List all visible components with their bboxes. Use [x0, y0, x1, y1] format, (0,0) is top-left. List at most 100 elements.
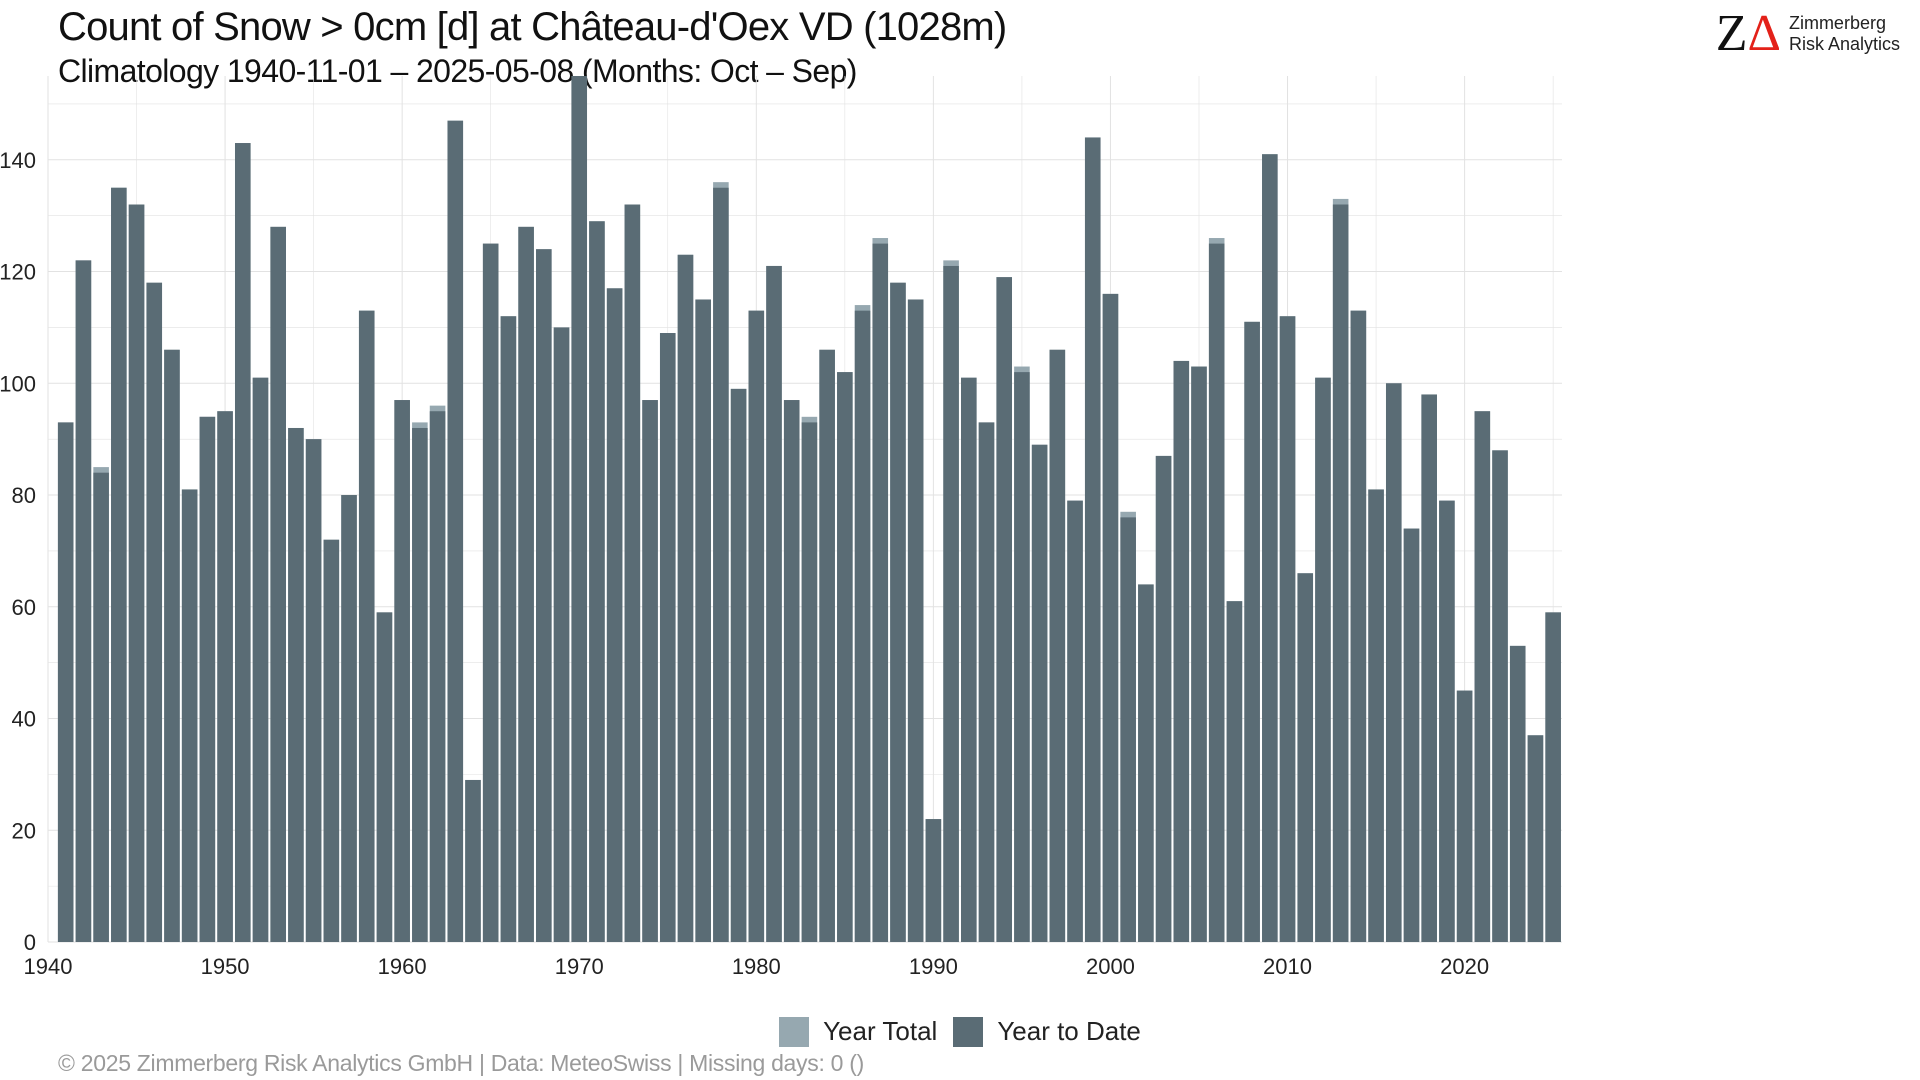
bar-year-to-date — [730, 388, 747, 942]
x-tick-label: 1940 — [24, 954, 73, 979]
x-tick-label: 1990 — [909, 954, 958, 979]
year-to-date-swatch — [953, 1016, 984, 1047]
bar-year-to-date — [1120, 517, 1136, 942]
chart-subtitle: Climatology 1940-11-01 – 2025-05-08 (Mon… — [58, 53, 857, 89]
bar-year-to-date — [93, 472, 109, 942]
bar-year-to-date — [1509, 645, 1526, 942]
bar-year-to-date — [783, 400, 800, 942]
bar-year-to-date — [961, 377, 977, 942]
bar-year-to-date — [358, 310, 375, 942]
bar-year-to-date — [518, 226, 534, 942]
bar-year-to-date — [1385, 383, 1402, 943]
bar-year-to-date — [128, 204, 145, 942]
bar-year-to-date — [482, 243, 499, 942]
bar-year-to-date — [217, 411, 233, 942]
bar-year-to-date — [146, 282, 163, 942]
x-tick-label: 1960 — [378, 954, 427, 979]
bar-year-to-date — [695, 299, 711, 942]
x-tick-label: 1970 — [555, 954, 604, 979]
x-tick-label: 1980 — [732, 954, 781, 979]
bar-year-to-date — [978, 422, 995, 942]
legend-item-year-to-date: Year to Date — [953, 1016, 1141, 1047]
bar-year-to-date — [323, 539, 340, 942]
y-tick-label: 0 — [24, 930, 36, 955]
bar-year-to-date — [943, 265, 959, 942]
bar-year-to-date — [624, 204, 641, 942]
bar-year-to-date — [1439, 500, 1455, 942]
y-tick-label: 40 — [12, 707, 36, 732]
y-tick-label: 120 — [0, 260, 36, 285]
bar-year-to-date — [500, 316, 517, 943]
bar-year-to-date — [801, 422, 818, 942]
bar-year-to-date — [553, 327, 570, 943]
bar-year-to-date — [1244, 321, 1260, 942]
logo-line-1: Zimmerberg — [1788, 13, 1886, 33]
legend-label-year-to-date: Year to Date — [997, 1016, 1141, 1046]
company-logo: ZΔ Zimmerberg Risk Analytics — [1715, 5, 1900, 62]
bar-year-to-date — [1332, 204, 1349, 942]
y-tick-label: 80 — [12, 483, 36, 508]
logo-line-2: Risk Analytics — [1788, 34, 1900, 54]
bar-year-to-date — [1368, 489, 1384, 942]
bar-year-to-date — [1191, 366, 1207, 942]
chart-title: Count of Snow > 0cm [d] at Château-d'Oex… — [58, 5, 1007, 49]
x-tick-label: 2010 — [1263, 954, 1312, 979]
bar-year-to-date — [1226, 601, 1243, 942]
x-tick-label: 2020 — [1440, 954, 1489, 979]
bar-year-to-date — [890, 282, 906, 942]
bar-year-to-date — [536, 249, 552, 942]
bar-year-to-date — [925, 819, 942, 942]
bar-year-to-date — [659, 333, 676, 942]
bar-year-to-date — [1492, 450, 1508, 942]
bar-year-to-date — [75, 260, 92, 942]
x-tick-label: 2000 — [1086, 954, 1135, 979]
bar-year-to-date — [447, 120, 464, 942]
bar-year-to-date — [181, 489, 198, 942]
x-tick-label: 1950 — [201, 954, 250, 979]
bar-year-to-date — [164, 349, 180, 943]
bar-year-to-date — [1421, 394, 1437, 943]
y-axis-ticks: 0 20 40 60 80 100 120 140 — [0, 148, 36, 955]
bar-year-to-date — [429, 411, 446, 942]
bar-year-to-date — [1208, 243, 1225, 942]
bar-year-to-date — [1456, 690, 1473, 942]
bar-year-to-date — [1279, 316, 1296, 943]
bar-year-to-date — [1102, 293, 1119, 943]
bar-year-to-date — [394, 400, 410, 942]
bar-year-to-date — [642, 400, 658, 942]
bar-year-to-date — [341, 495, 357, 942]
bar-year-to-date — [1084, 137, 1101, 942]
bar-year-to-date — [252, 377, 269, 942]
y-tick-label: 20 — [12, 818, 36, 843]
bar-year-to-date — [819, 349, 835, 943]
bar-year-to-date — [199, 416, 216, 943]
y-tick-label: 100 — [0, 371, 36, 396]
bar-chart: 1940 1950 1960 1970 1980 1990 2000 2010 2020 0 20… — [0, 76, 1562, 979]
bar-year-to-date — [111, 187, 127, 942]
za-logo-icon: ZΔ — [1715, 5, 1781, 62]
legend-label-year-total: Year Total — [823, 1016, 938, 1046]
bar-year-to-date — [465, 779, 481, 942]
y-tick-label: 60 — [12, 595, 36, 620]
bar-year-to-date — [1138, 584, 1154, 942]
year-to-date-bars — [57, 76, 1561, 943]
bar-year-to-date — [412, 427, 428, 943]
bar-year-to-date — [589, 221, 605, 942]
year-total-swatch — [779, 1016, 810, 1047]
bar-year-to-date — [1049, 349, 1066, 943]
bar-year-to-date — [1155, 455, 1172, 942]
bar-year-to-date — [713, 187, 729, 942]
bar-year-to-date — [854, 310, 871, 942]
y-tick-label: 140 — [0, 148, 36, 173]
legend-item-year-total: Year Total — [779, 1016, 937, 1047]
bar-year-to-date — [996, 277, 1013, 942]
bar-year-to-date — [1262, 154, 1278, 942]
bar-year-to-date — [606, 288, 623, 942]
footer-credits: © 2025 Zimmerberg Risk Analytics GmbH | … — [58, 1050, 864, 1076]
bar-year-to-date — [677, 254, 694, 942]
bar-year-to-date — [234, 143, 251, 942]
bar-year-to-date — [1545, 612, 1561, 942]
bar-year-to-date — [766, 265, 782, 942]
bar-year-to-date — [288, 427, 304, 943]
chart-legend: Year Total Year to Date — [0, 1016, 1920, 1047]
